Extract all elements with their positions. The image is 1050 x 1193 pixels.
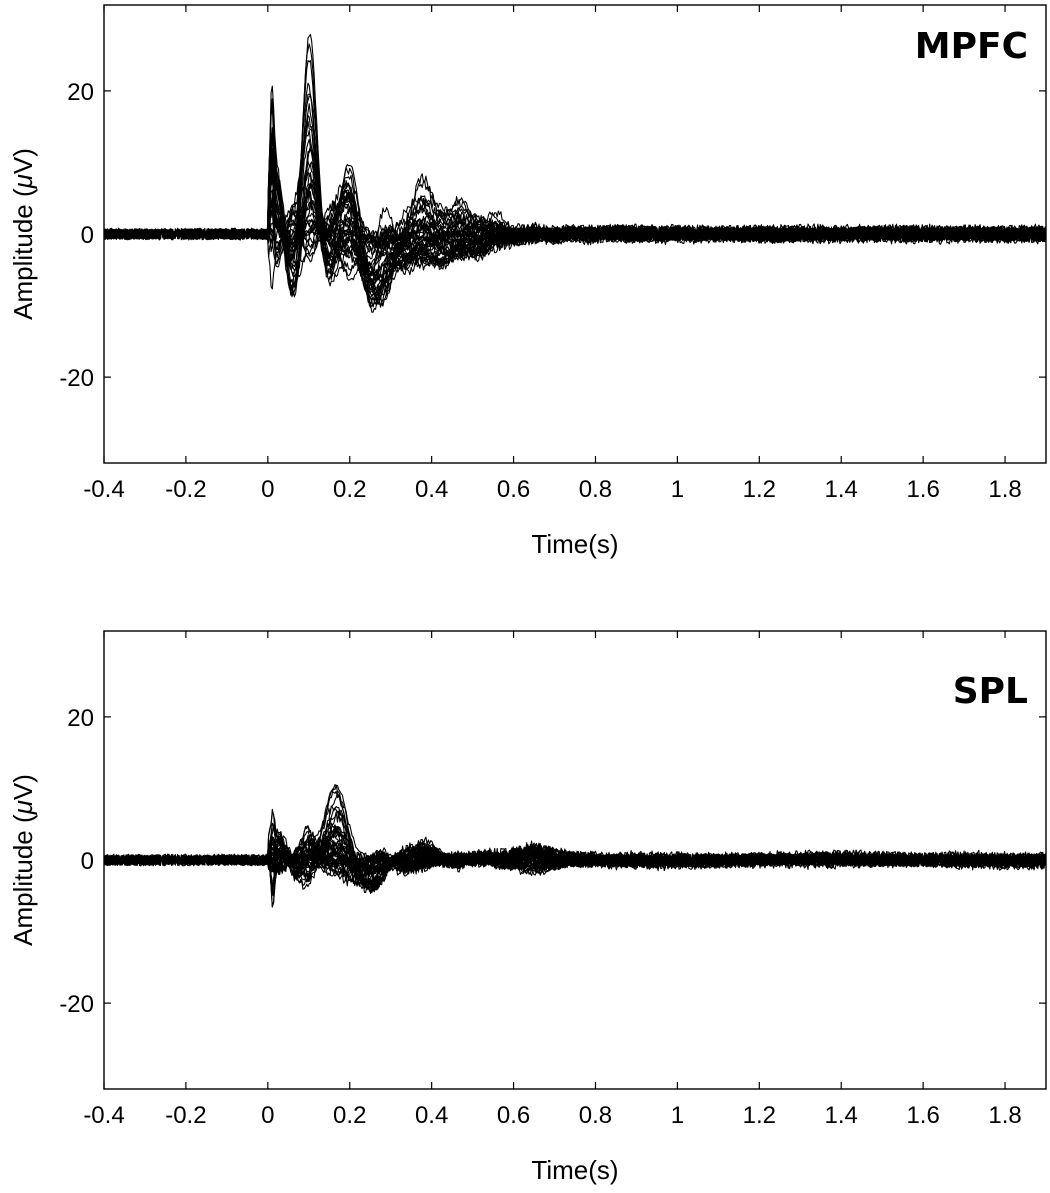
mpfc-trace-32 <box>103 129 1046 271</box>
spl-ytick-label: 20 <box>67 705 94 732</box>
spl-trace-36 <box>103 784 1046 886</box>
panel-spl: -0.4 -0.2 0 0.2 0.4 0.6 0.8 1 1.2 1.4 1.6 1.8 -20 0 2… <box>8 630 1047 1185</box>
mpfc-xtick-label: 1.8 <box>988 476 1021 503</box>
mpfc-xtick-label: 1.4 <box>825 476 858 503</box>
spl-ticks <box>103 631 1046 1089</box>
spl-xtick-label: 0.2 <box>333 1102 366 1129</box>
spl-xtick-labels: -0.4 -0.2 0 0.2 0.4 0.6 0.8 1 1.2 1.4 1.6 1.8 <box>83 1102 1021 1129</box>
spl-trace-27 <box>103 810 1046 891</box>
spl-xtick-label: -0.2 <box>165 1102 206 1129</box>
spl-xtick-label: 0.4 <box>415 1102 448 1129</box>
spl-y-label-prefix: Amplitude ( <box>8 814 38 946</box>
mpfc-trace-14 <box>103 162 1046 266</box>
spl-trace-40 <box>104 808 1046 887</box>
mpfc-y-axis-label: Amplitude (μV) <box>8 148 38 320</box>
mpfc-trace-37 <box>103 138 1046 271</box>
spl-xtick-label: 0.6 <box>497 1102 530 1129</box>
mpfc-ytick-label: 20 <box>67 79 94 106</box>
spl-traces <box>103 784 1046 908</box>
spl-trace-19 <box>103 806 1046 894</box>
mpfc-xtick-label: 1.6 <box>906 476 939 503</box>
mpfc-ytick-label: 0 <box>81 222 94 249</box>
mpfc-trace-4 <box>103 129 1046 307</box>
mpfc-trace-22 <box>103 138 1046 302</box>
mpfc-xtick-label: 0.2 <box>333 476 366 503</box>
spl-panel-title: SPL <box>953 671 1028 712</box>
spl-x-axis-label: Time(s) <box>531 1155 618 1185</box>
mpfc-y-label-prefix: Amplitude ( <box>8 188 38 320</box>
mpfc-xtick-label: 0.8 <box>579 476 612 503</box>
mpfc-trace-38 <box>103 98 1046 294</box>
mpfc-trace-27 <box>103 201 1046 306</box>
mpfc-panel-title: MPFC <box>915 26 1028 67</box>
mpfc-trace-2 <box>103 148 1046 296</box>
mpfc-trace-36 <box>103 104 1046 277</box>
spl-y-label-suffix: V) <box>8 774 38 800</box>
mpfc-xtick-label: 0 <box>261 476 274 503</box>
mpfc-xtick-label: 0.6 <box>497 476 530 503</box>
mpfc-y-label-mu: μ <box>8 174 38 189</box>
spl-xtick-label: 1.4 <box>825 1102 858 1129</box>
mpfc-xtick-label: -0.4 <box>83 476 124 503</box>
mpfc-x-axis-label: Time(s) <box>531 529 618 559</box>
mpfc-xtick-label: 1 <box>671 476 684 503</box>
mpfc-trace-39 <box>103 127 1046 264</box>
spl-xtick-label: 0 <box>261 1102 274 1129</box>
spl-xtick-label: 0.8 <box>579 1102 612 1129</box>
spl-ytick-labels: -20 0 20 <box>59 705 94 1018</box>
mpfc-trace-16 <box>103 103 1046 287</box>
mpfc-trace-1 <box>103 200 1046 308</box>
mpfc-xtick-labels: -0.4 -0.2 0 0.2 0.4 0.6 0.8 1 1.2 1.4 1.6 1.8 <box>83 476 1021 503</box>
spl-ytick-label: 0 <box>81 848 94 875</box>
spl-trace-22 <box>103 823 1046 880</box>
mpfc-trace-29 <box>103 130 1046 306</box>
spl-xtick-label: -0.4 <box>83 1102 124 1129</box>
spl-xtick-label: 1.8 <box>988 1102 1021 1129</box>
mpfc-trace-40 <box>103 182 1046 293</box>
spl-xtick-label: 1.2 <box>743 1102 776 1129</box>
mpfc-trace-7 <box>103 94 1046 289</box>
mpfc-trace-33 <box>103 85 1046 298</box>
spl-y-label-mu: μ <box>8 800 38 815</box>
spl-xtick-label: 1.6 <box>906 1102 939 1129</box>
mpfc-trace-26 <box>103 82 1046 297</box>
mpfc-ticks <box>103 5 1046 463</box>
spl-trace-16 <box>103 805 1046 882</box>
mpfc-trace-5 <box>103 120 1046 277</box>
mpfc-xtick-label: -0.2 <box>165 476 206 503</box>
mpfc-trace-6 <box>103 59 1046 285</box>
spl-trace-15 <box>104 840 1046 896</box>
mpfc-trace-10 <box>103 139 1046 278</box>
mpfc-y-label-suffix: V) <box>8 148 38 174</box>
spl-trace-10 <box>104 843 1046 894</box>
mpfc-ytick-labels: -20 0 20 <box>59 79 94 392</box>
spl-ytick-label: -20 <box>59 991 94 1018</box>
mpfc-trace-8 <box>103 43 1046 297</box>
mpfc-xtick-label: 1.2 <box>743 476 776 503</box>
mpfc-ytick-label: -20 <box>59 365 94 392</box>
panel-mpfc: -0.4 -0.2 0 0.2 0.4 0.6 0.8 1 1.2 1.4 1.6 1.8 -20 0 2… <box>8 4 1047 559</box>
mpfc-xtick-label: 0.4 <box>415 476 448 503</box>
spl-xtick-label: 1 <box>671 1102 684 1129</box>
spl-trace-2 <box>103 790 1046 886</box>
mpfc-traces <box>103 33 1046 313</box>
mpfc-trace-35 <box>103 33 1046 313</box>
spl-y-axis-label: Amplitude (μV) <box>8 774 38 946</box>
mpfc-trace-31 <box>103 93 1046 300</box>
